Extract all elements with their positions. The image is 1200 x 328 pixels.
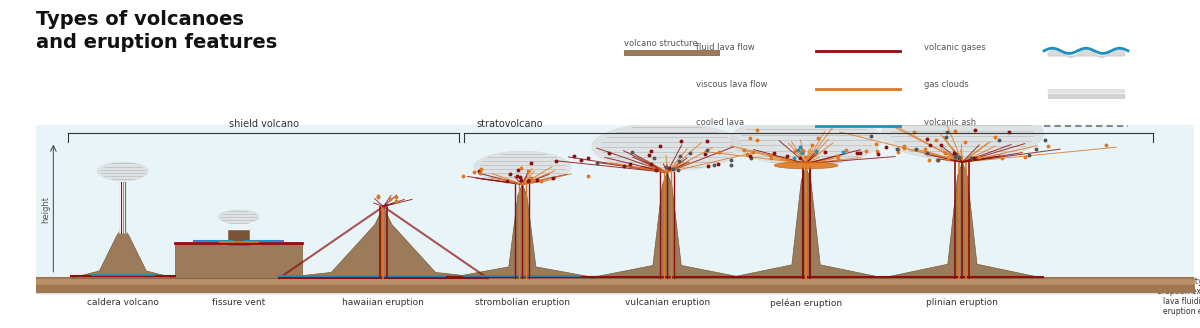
Polygon shape bbox=[588, 173, 746, 278]
Ellipse shape bbox=[474, 151, 571, 183]
Ellipse shape bbox=[218, 210, 259, 224]
Bar bbox=[624, 51, 720, 55]
Text: hawaiian eruption: hawaiian eruption bbox=[342, 298, 425, 307]
Text: stratovolcano: stratovolcano bbox=[476, 119, 542, 129]
Ellipse shape bbox=[774, 162, 838, 169]
Polygon shape bbox=[280, 207, 487, 278]
Polygon shape bbox=[727, 167, 884, 278]
Text: fissure vent: fissure vent bbox=[212, 298, 265, 307]
Bar bbox=[175, 244, 302, 278]
Ellipse shape bbox=[592, 123, 743, 171]
Text: cooled lava: cooled lava bbox=[696, 118, 744, 127]
Text: vulcanian eruption: vulcanian eruption bbox=[624, 298, 709, 307]
Text: plinian eruption: plinian eruption bbox=[926, 298, 998, 307]
Polygon shape bbox=[448, 184, 598, 278]
Ellipse shape bbox=[97, 162, 149, 181]
Text: caldera volcano: caldera volcano bbox=[86, 298, 158, 307]
Text: volcanic gases: volcanic gases bbox=[924, 43, 985, 51]
Text: lava fluidity and
eruption explosivity: lava fluidity and eruption explosivity bbox=[1163, 297, 1200, 317]
Text: viscous lava flow: viscous lava flow bbox=[696, 80, 768, 89]
Ellipse shape bbox=[731, 114, 881, 166]
Polygon shape bbox=[71, 230, 175, 278]
Bar bbox=[228, 230, 250, 245]
Text: gas clouds: gas clouds bbox=[924, 80, 968, 89]
Text: peléan eruption: peléan eruption bbox=[770, 298, 842, 308]
Text: shield volcano: shield volcano bbox=[228, 119, 299, 129]
Ellipse shape bbox=[881, 106, 1044, 160]
Bar bbox=[119, 182, 126, 233]
Text: volcanic ash: volcanic ash bbox=[924, 118, 976, 127]
Text: volcano structure: volcano structure bbox=[624, 39, 697, 48]
Text: lava fluidity and
eruption explosivity: lava fluidity and eruption explosivity bbox=[1157, 277, 1200, 297]
Text: Types of volcanoes
and eruption features: Types of volcanoes and eruption features bbox=[36, 10, 277, 51]
Text: strombolian eruption: strombolian eruption bbox=[475, 298, 570, 307]
Text: height: height bbox=[41, 196, 49, 223]
Polygon shape bbox=[881, 162, 1044, 278]
Text: fluid lava flow: fluid lava flow bbox=[696, 43, 755, 51]
